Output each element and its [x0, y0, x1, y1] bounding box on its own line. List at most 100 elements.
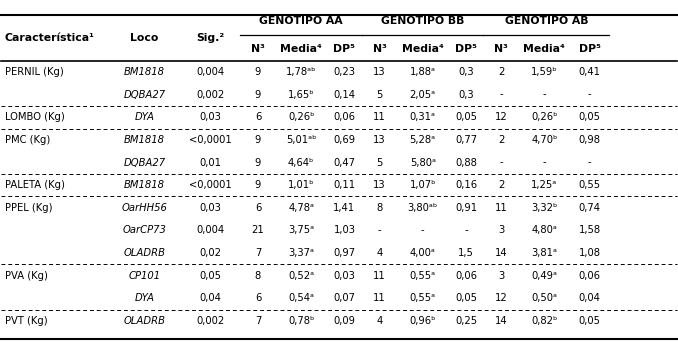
Text: 9: 9: [255, 158, 261, 167]
Text: 2,05ᵃ: 2,05ᵃ: [410, 90, 436, 100]
Text: 0,03: 0,03: [200, 203, 222, 213]
Text: 21: 21: [252, 225, 264, 236]
Text: 9: 9: [255, 180, 261, 190]
Text: 12: 12: [495, 112, 507, 122]
Text: 7: 7: [255, 316, 261, 326]
Text: 0,3: 0,3: [458, 90, 474, 100]
Text: 1,03: 1,03: [334, 225, 355, 236]
Text: 4,70ᵇ: 4,70ᵇ: [531, 135, 557, 145]
Text: 0,98: 0,98: [578, 135, 601, 145]
Text: Media⁴: Media⁴: [402, 44, 443, 54]
Text: PVT (Kg): PVT (Kg): [5, 316, 47, 326]
Text: -: -: [499, 90, 503, 100]
Text: 4,00ᵃ: 4,00ᵃ: [410, 248, 436, 258]
Text: -: -: [542, 90, 546, 100]
Text: GENOTIPO AA: GENOTIPO AA: [260, 16, 343, 26]
Text: 0,41: 0,41: [578, 67, 601, 77]
Text: 0,05: 0,05: [455, 112, 477, 122]
Text: 0,05: 0,05: [578, 112, 601, 122]
Text: 3,81ᵃ: 3,81ᵃ: [532, 248, 557, 258]
Text: 6: 6: [255, 293, 261, 303]
Text: 1,25ᵃ: 1,25ᵃ: [531, 180, 557, 190]
Text: 4,80ᵃ: 4,80ᵃ: [532, 225, 557, 236]
Text: 0,004: 0,004: [197, 67, 225, 77]
Text: 11: 11: [373, 293, 386, 303]
Text: PALETA (Kg): PALETA (Kg): [5, 180, 64, 190]
Text: <0,0001: <0,0001: [189, 135, 232, 145]
Text: 9: 9: [255, 90, 261, 100]
Text: <0,0001: <0,0001: [189, 180, 232, 190]
Text: Media⁴: Media⁴: [523, 44, 565, 54]
Text: 0,3: 0,3: [458, 67, 474, 77]
Text: 0,03: 0,03: [200, 112, 222, 122]
Text: OarCP73: OarCP73: [123, 225, 167, 236]
Text: 0,49ᵃ: 0,49ᵃ: [532, 271, 557, 281]
Text: BM1818: BM1818: [124, 67, 165, 77]
Text: -: -: [378, 225, 381, 236]
Text: 0,06: 0,06: [334, 112, 355, 122]
Text: 0,16: 0,16: [455, 180, 477, 190]
Text: -: -: [588, 90, 591, 100]
Text: 0,002: 0,002: [197, 90, 225, 100]
Text: 0,02: 0,02: [200, 248, 222, 258]
Text: 11: 11: [373, 112, 386, 122]
Text: OLADRB: OLADRB: [123, 248, 165, 258]
Text: 4,64ᵇ: 4,64ᵇ: [288, 158, 315, 167]
Text: N³: N³: [251, 44, 265, 54]
Text: -: -: [542, 158, 546, 167]
Text: N³: N³: [494, 44, 508, 54]
Text: 0,002: 0,002: [197, 316, 225, 326]
Text: 0,82ᵇ: 0,82ᵇ: [531, 316, 557, 326]
Text: DYA: DYA: [134, 293, 155, 303]
Text: 1,78ᵃᵇ: 1,78ᵃᵇ: [286, 67, 317, 77]
Text: Sig.²: Sig.²: [197, 33, 225, 43]
Text: 0,01: 0,01: [200, 158, 222, 167]
Text: 1,65ᵇ: 1,65ᵇ: [288, 90, 315, 100]
Text: N³: N³: [373, 44, 386, 54]
Text: 1,88ᵃ: 1,88ᵃ: [410, 67, 436, 77]
Text: 0,52ᵃ: 0,52ᵃ: [288, 271, 314, 281]
Text: 0,55: 0,55: [578, 180, 601, 190]
Text: 4: 4: [376, 248, 382, 258]
Text: 0,05: 0,05: [578, 316, 601, 326]
Text: 1,5: 1,5: [458, 248, 474, 258]
Text: -: -: [588, 158, 591, 167]
Text: 1,58: 1,58: [578, 225, 601, 236]
Text: 0,96ᵇ: 0,96ᵇ: [410, 316, 436, 326]
Text: 0,04: 0,04: [200, 293, 222, 303]
Text: 2: 2: [498, 180, 504, 190]
Text: 0,03: 0,03: [334, 271, 355, 281]
Text: CP101: CP101: [128, 271, 161, 281]
Text: 1,07ᵇ: 1,07ᵇ: [410, 180, 436, 190]
Text: 3,80ᵃᵇ: 3,80ᵃᵇ: [407, 203, 438, 213]
Text: 5: 5: [376, 90, 382, 100]
Text: -: -: [499, 158, 503, 167]
Text: DQBA27: DQBA27: [123, 90, 165, 100]
Text: 7: 7: [255, 248, 261, 258]
Text: 0,55ᵃ: 0,55ᵃ: [410, 293, 436, 303]
Text: DP⁵: DP⁵: [455, 44, 477, 54]
Text: GENOTIPO AB: GENOTIPO AB: [504, 16, 588, 26]
Text: 3,32ᵇ: 3,32ᵇ: [531, 203, 557, 213]
Text: 11: 11: [373, 271, 386, 281]
Text: 0,47: 0,47: [334, 158, 355, 167]
Text: 0,06: 0,06: [455, 271, 477, 281]
Text: 13: 13: [373, 135, 386, 145]
Text: 0,09: 0,09: [334, 316, 355, 326]
Text: 0,04: 0,04: [578, 293, 601, 303]
Text: PMC (Kg): PMC (Kg): [5, 135, 50, 145]
Text: 0,91: 0,91: [455, 203, 477, 213]
Text: DQBA27: DQBA27: [123, 158, 165, 167]
Text: 13: 13: [373, 180, 386, 190]
Text: 0,26ᵇ: 0,26ᵇ: [531, 112, 557, 122]
Text: 9: 9: [255, 135, 261, 145]
Text: 0,55ᵃ: 0,55ᵃ: [410, 271, 436, 281]
Text: 14: 14: [495, 248, 507, 258]
Text: 0,23: 0,23: [334, 67, 355, 77]
Text: 1,59ᵇ: 1,59ᵇ: [531, 67, 557, 77]
Text: 0,25: 0,25: [455, 316, 477, 326]
Text: 0,05: 0,05: [455, 293, 477, 303]
Text: 3: 3: [498, 271, 504, 281]
Text: 5,80ᵃ: 5,80ᵃ: [410, 158, 436, 167]
Text: 8: 8: [255, 271, 261, 281]
